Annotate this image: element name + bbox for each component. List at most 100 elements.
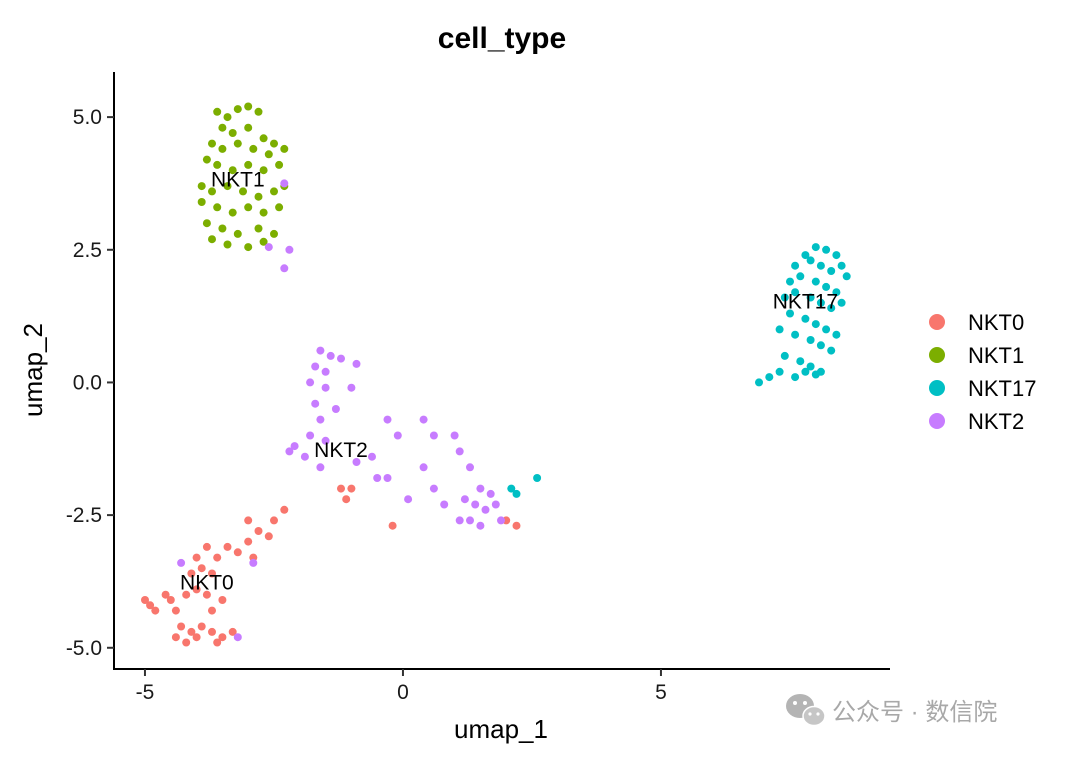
point-nkt2	[300, 452, 309, 461]
point-nkt1	[244, 123, 253, 132]
point-nkt2	[471, 500, 480, 509]
point-nkt1	[213, 107, 222, 116]
cluster-label-nkt17: NKT17	[773, 290, 838, 313]
x-axis-title: umap_1	[454, 714, 548, 744]
y-axis-title: umap_2	[18, 323, 48, 417]
point-nkt2	[177, 558, 186, 567]
point-nkt17	[775, 367, 784, 376]
point-nkt1	[270, 229, 278, 238]
legend-label-nkt2: NKT2	[968, 409, 1024, 434]
point-nkt0	[244, 537, 253, 546]
point-nkt17	[827, 346, 836, 355]
point-nkt2	[491, 500, 500, 509]
point-nkt17	[811, 320, 820, 329]
point-nkt2	[450, 431, 459, 440]
point-nkt2	[466, 463, 474, 472]
cluster-label-nkt0: NKT0	[180, 572, 234, 595]
point-nkt1	[275, 203, 284, 212]
point-nkt1	[244, 203, 253, 212]
point-nkt2	[306, 378, 315, 387]
point-nkt2	[368, 452, 376, 461]
point-nkt17	[837, 261, 846, 270]
point-nkt2	[316, 415, 325, 424]
point-nkt2	[321, 383, 330, 392]
point-nkt1	[202, 219, 211, 228]
cluster-labels: NKT0 NKT1 NKT17 NKT2	[180, 168, 838, 594]
point-nkt2	[321, 436, 330, 445]
axis-ticks: -5 0 5 5.0 2.5 0.0 -2.5 -5.0	[66, 106, 667, 704]
point-nkt0	[208, 606, 216, 615]
point-nkt0	[192, 585, 201, 594]
axes	[113, 72, 890, 670]
point-nkt1	[233, 105, 242, 114]
legend-key-nkt17	[929, 380, 945, 396]
point-nkt0	[141, 596, 149, 604]
watermark: 公众号 · 数信院	[786, 694, 997, 727]
point-nkt17	[755, 378, 763, 387]
point-nkt2	[429, 484, 438, 493]
point-nkt17	[786, 277, 794, 286]
point-nkt2	[347, 383, 356, 392]
point-nkt0	[151, 606, 160, 615]
point-nkt2	[311, 399, 320, 408]
point-nkt2	[306, 431, 315, 440]
point-nkt17	[822, 282, 831, 291]
point-nkt17	[827, 267, 836, 275]
point-nkt2	[311, 362, 320, 371]
point-nkt17	[816, 341, 825, 350]
chart-title: cell_type	[438, 22, 566, 55]
point-nkt17	[786, 309, 794, 318]
point-nkt2	[429, 431, 438, 440]
point-nkt17	[507, 484, 516, 493]
point-nkt2	[352, 359, 361, 368]
point-nkt1	[275, 160, 284, 169]
x-tick-label: 5	[655, 681, 667, 704]
point-nkt17	[796, 357, 805, 366]
point-nkt17	[791, 373, 800, 382]
point-nkt17	[806, 362, 815, 371]
point-nkt2	[466, 516, 474, 525]
point-nkt0	[171, 633, 180, 642]
y-tick-label: 0.0	[73, 371, 102, 394]
wechat-icon	[786, 694, 826, 727]
point-nkt17	[801, 367, 810, 376]
point-nkt0	[228, 627, 237, 636]
legend-key-nkt0	[929, 314, 945, 330]
point-nkt17	[811, 277, 820, 286]
point-nkt2	[455, 516, 464, 525]
x-tick-label: 0	[397, 681, 409, 704]
point-nkt1	[218, 224, 227, 233]
point-nkt2	[285, 245, 294, 254]
point-nkt17	[780, 351, 789, 360]
point-nkt17	[816, 298, 825, 307]
point-nkt17	[822, 325, 831, 334]
point-nkt1	[239, 187, 247, 196]
point-nkt2	[486, 489, 495, 498]
point-nkt1	[233, 139, 242, 148]
point-nkt1	[223, 240, 232, 249]
legend-label-nkt1: NKT1	[968, 343, 1024, 368]
point-nkt1	[197, 198, 206, 206]
point-nkt0	[223, 542, 232, 551]
point-nkt17	[533, 474, 542, 482]
point-nkt2	[476, 521, 485, 530]
point-nkt17	[811, 370, 820, 379]
point-nkt0	[166, 596, 175, 604]
point-nkt17	[832, 330, 841, 339]
point-nkt2	[280, 179, 289, 188]
point-nkt17	[512, 489, 521, 498]
point-nkt2	[316, 463, 325, 472]
y-tick-label: 2.5	[73, 239, 102, 262]
point-nkt17	[775, 325, 784, 334]
point-nkt1	[270, 187, 278, 196]
point-nkt0	[182, 590, 191, 599]
point-nkt2	[290, 442, 299, 451]
point-nkt17	[832, 288, 841, 297]
point-nkt1	[270, 139, 278, 148]
point-nkt1	[264, 150, 273, 159]
point-nkt17	[816, 261, 825, 270]
point-nkt0	[254, 527, 263, 535]
point-nkt17	[837, 298, 846, 307]
point-nkt2	[383, 474, 392, 482]
